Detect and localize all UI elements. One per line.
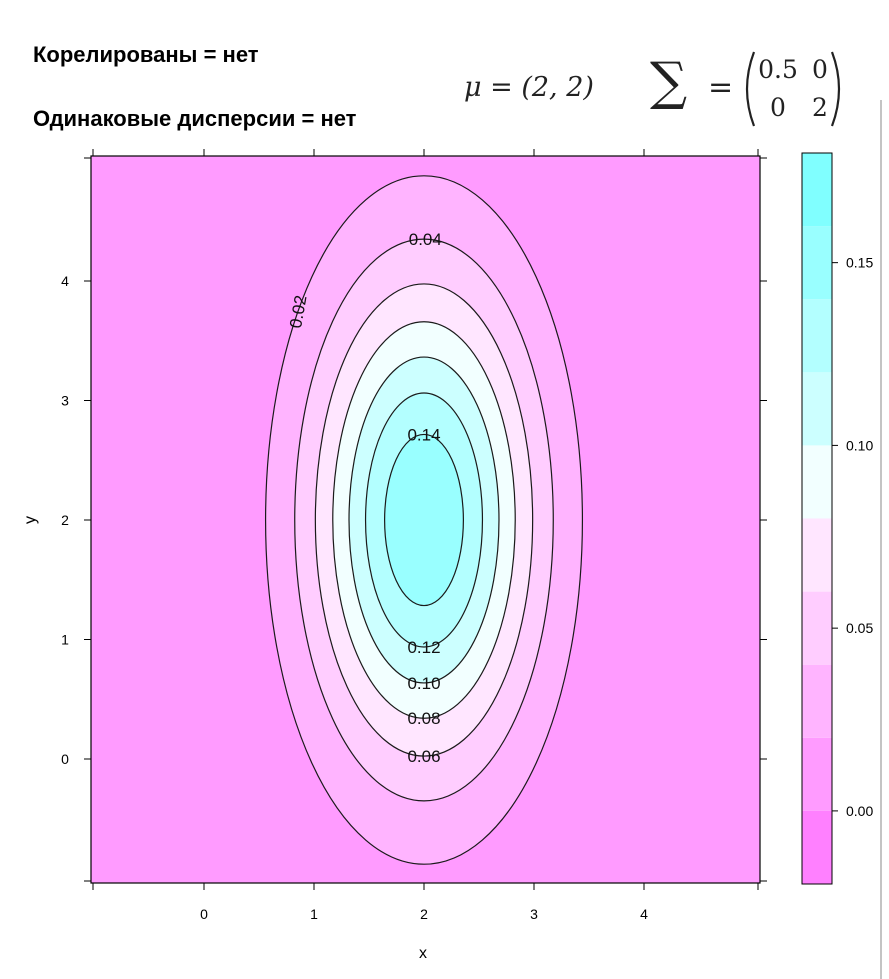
y-tick-label: 1 <box>61 632 69 648</box>
x-axis-label: x <box>419 945 427 962</box>
colorbar: 0.00 0.05 0.10 0.15 <box>801 152 873 885</box>
y-tick-label: 4 <box>61 273 69 289</box>
y-tick-label: 3 <box>61 393 69 409</box>
colorbar-band <box>802 591 832 665</box>
contour-line <box>264 175 584 865</box>
contour-line <box>314 283 534 757</box>
colorbar-band <box>802 299 832 373</box>
matrix-right-paren <box>830 51 841 127</box>
x-tick-label: 0 <box>200 906 208 922</box>
x-tick-label: 4 <box>640 906 648 922</box>
matrix-cell: 0 <box>770 93 786 122</box>
contour-label: 0.14 <box>407 425 440 444</box>
matrix-cell: 2 <box>812 93 828 122</box>
contour-labels: 0.020.040.060.080.100.120.14 <box>286 230 442 766</box>
colorbar-band <box>802 737 832 811</box>
contour-lines <box>264 175 584 865</box>
contour-label: 0.06 <box>407 747 440 766</box>
contour-label: 0.04 <box>409 230 442 249</box>
colorbar-band <box>802 445 832 519</box>
x-tick-label: 2 <box>420 906 428 922</box>
colorbar-band <box>802 518 832 592</box>
contour-line <box>294 238 554 802</box>
colorbar-tick-label: 0.00 <box>846 803 873 819</box>
colorbar-frame <box>801 152 833 885</box>
contour-fills <box>91 156 760 883</box>
colorbar-band <box>802 153 832 227</box>
sigma-equals: = <box>708 70 734 105</box>
contour-label: 0.08 <box>407 709 440 728</box>
mean-formula: μ = (2, 2) <box>464 72 594 103</box>
y-tick-label: 0 <box>61 751 69 767</box>
contour-line <box>384 433 464 607</box>
colorbar-tick-label: 0.10 <box>846 437 873 453</box>
x-tick-label: 1 <box>310 906 318 922</box>
colorbar-band <box>802 372 832 446</box>
matrix-left-paren <box>745 51 756 127</box>
colorbar-band <box>802 226 832 300</box>
covariance-matrix: 0.5 0 0 2 <box>745 51 841 127</box>
correlated-heading: Корелированы = нет <box>33 42 259 67</box>
colorbar-band <box>802 664 832 738</box>
contour-label: 0.10 <box>407 674 440 693</box>
equal-variance-heading: Одинаковые дисперсии = нет <box>33 106 357 131</box>
colorbar-band <box>802 810 832 884</box>
fill-band <box>384 434 464 606</box>
contour-line <box>348 356 500 684</box>
matrix-cell: 0.5 <box>758 55 798 84</box>
contour-line <box>332 321 516 719</box>
y-tick-label: 2 <box>61 512 69 528</box>
contour-line <box>364 392 484 648</box>
x-tick-label: 3 <box>530 906 538 922</box>
matrix-cell: 0 <box>812 55 828 84</box>
colorbar-tick-label: 0.05 <box>846 620 873 636</box>
sigma-symbol: ∑ <box>650 52 688 112</box>
axes: 0 1 2 3 4 0 1 2 3 4 <box>61 149 767 922</box>
contour-label: 0.12 <box>407 638 440 657</box>
colorbar-tick-label: 0.15 <box>846 255 873 271</box>
y-axis-label: y <box>22 516 39 524</box>
